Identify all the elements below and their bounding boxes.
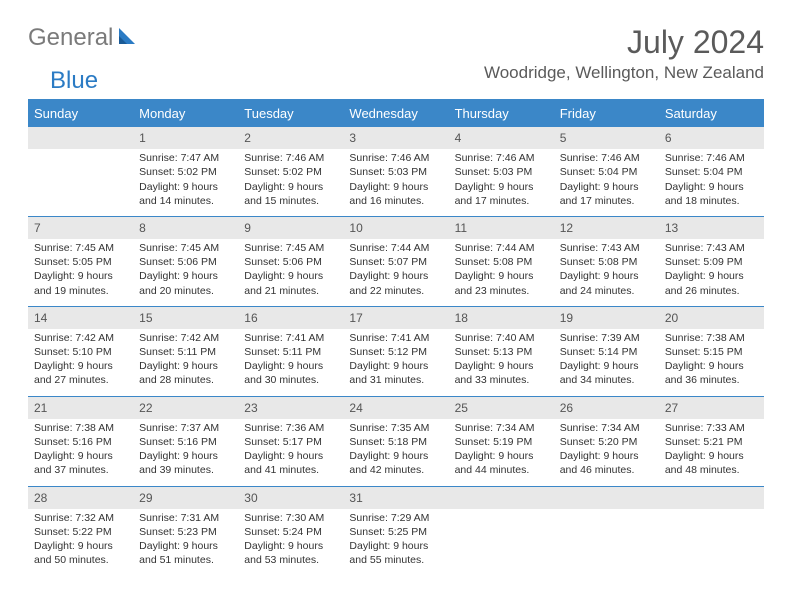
day-number-cell: 5 <box>554 127 659 150</box>
day-detail-cell: Sunrise: 7:43 AMSunset: 5:09 PMDaylight:… <box>659 239 764 306</box>
day-detail-cell: Sunrise: 7:42 AMSunset: 5:11 PMDaylight:… <box>133 329 238 396</box>
day-number-cell: 30 <box>238 486 343 509</box>
day-detail-cell: Sunrise: 7:41 AMSunset: 5:11 PMDaylight:… <box>238 329 343 396</box>
day-detail-cell: Sunrise: 7:38 AMSunset: 5:15 PMDaylight:… <box>659 329 764 396</box>
day-detail-cell: Sunrise: 7:46 AMSunset: 5:04 PMDaylight:… <box>554 149 659 216</box>
day-detail-cell: Sunrise: 7:31 AMSunset: 5:23 PMDaylight:… <box>133 509 238 576</box>
weekday-header: Wednesday <box>343 101 448 127</box>
day-detail-cell: Sunrise: 7:36 AMSunset: 5:17 PMDaylight:… <box>238 419 343 486</box>
day-number-cell: 24 <box>343 396 448 419</box>
day-number-cell: 26 <box>554 396 659 419</box>
day-number-cell: 31 <box>343 486 448 509</box>
day-number-row: 21222324252627 <box>28 396 764 419</box>
weekday-header: Friday <box>554 101 659 127</box>
day-number-cell <box>449 486 554 509</box>
day-number-cell: 8 <box>133 216 238 239</box>
day-detail-cell: Sunrise: 7:38 AMSunset: 5:16 PMDaylight:… <box>28 419 133 486</box>
day-detail-cell: Sunrise: 7:44 AMSunset: 5:08 PMDaylight:… <box>449 239 554 306</box>
day-detail-cell <box>28 149 133 216</box>
day-detail-cell: Sunrise: 7:45 AMSunset: 5:05 PMDaylight:… <box>28 239 133 306</box>
day-detail-cell: Sunrise: 7:40 AMSunset: 5:13 PMDaylight:… <box>449 329 554 396</box>
day-number-cell: 13 <box>659 216 764 239</box>
day-detail-cell: Sunrise: 7:39 AMSunset: 5:14 PMDaylight:… <box>554 329 659 396</box>
weekday-header: Tuesday <box>238 101 343 127</box>
day-number-cell: 27 <box>659 396 764 419</box>
weekday-header: Saturday <box>659 101 764 127</box>
day-detail-cell: Sunrise: 7:35 AMSunset: 5:18 PMDaylight:… <box>343 419 448 486</box>
day-number-cell: 7 <box>28 216 133 239</box>
day-detail-cell <box>449 509 554 576</box>
day-number-cell: 23 <box>238 396 343 419</box>
day-detail-cell: Sunrise: 7:46 AMSunset: 5:02 PMDaylight:… <box>238 149 343 216</box>
logo-text-blue: Blue <box>50 67 98 94</box>
day-number-cell: 17 <box>343 306 448 329</box>
day-number-cell: 4 <box>449 127 554 150</box>
day-number-cell: 3 <box>343 127 448 150</box>
day-detail-cell: Sunrise: 7:33 AMSunset: 5:21 PMDaylight:… <box>659 419 764 486</box>
weekday-header: Monday <box>133 101 238 127</box>
day-number-cell: 20 <box>659 306 764 329</box>
day-number-row: 78910111213 <box>28 216 764 239</box>
logo-sail-icon <box>117 26 139 51</box>
day-number-cell: 21 <box>28 396 133 419</box>
day-detail-cell: Sunrise: 7:46 AMSunset: 5:03 PMDaylight:… <box>343 149 448 216</box>
day-detail-row: Sunrise: 7:32 AMSunset: 5:22 PMDaylight:… <box>28 509 764 576</box>
day-detail-cell: Sunrise: 7:46 AMSunset: 5:03 PMDaylight:… <box>449 149 554 216</box>
day-detail-cell: Sunrise: 7:41 AMSunset: 5:12 PMDaylight:… <box>343 329 448 396</box>
day-number-cell <box>659 486 764 509</box>
month-title: July 2024 <box>484 24 764 61</box>
day-number-cell <box>28 127 133 150</box>
day-detail-cell: Sunrise: 7:45 AMSunset: 5:06 PMDaylight:… <box>133 239 238 306</box>
day-detail-cell: Sunrise: 7:32 AMSunset: 5:22 PMDaylight:… <box>28 509 133 576</box>
day-detail-cell: Sunrise: 7:43 AMSunset: 5:08 PMDaylight:… <box>554 239 659 306</box>
day-detail-cell <box>659 509 764 576</box>
day-number-cell: 22 <box>133 396 238 419</box>
day-number-row: 14151617181920 <box>28 306 764 329</box>
logo: General <box>28 24 141 52</box>
weekday-header-row: SundayMondayTuesdayWednesdayThursdayFrid… <box>28 101 764 127</box>
day-detail-cell: Sunrise: 7:29 AMSunset: 5:25 PMDaylight:… <box>343 509 448 576</box>
day-number-row: 28293031 <box>28 486 764 509</box>
day-detail-cell: Sunrise: 7:45 AMSunset: 5:06 PMDaylight:… <box>238 239 343 306</box>
day-number-cell: 1 <box>133 127 238 150</box>
day-detail-cell: Sunrise: 7:44 AMSunset: 5:07 PMDaylight:… <box>343 239 448 306</box>
day-detail-cell: Sunrise: 7:42 AMSunset: 5:10 PMDaylight:… <box>28 329 133 396</box>
day-number-cell: 9 <box>238 216 343 239</box>
calendar-table: SundayMondayTuesdayWednesdayThursdayFrid… <box>28 101 764 575</box>
day-detail-cell: Sunrise: 7:34 AMSunset: 5:20 PMDaylight:… <box>554 419 659 486</box>
weekday-header: Sunday <box>28 101 133 127</box>
day-number-cell: 16 <box>238 306 343 329</box>
day-detail-cell <box>554 509 659 576</box>
weekday-header: Thursday <box>449 101 554 127</box>
day-detail-cell: Sunrise: 7:30 AMSunset: 5:24 PMDaylight:… <box>238 509 343 576</box>
day-number-cell <box>554 486 659 509</box>
day-number-cell: 14 <box>28 306 133 329</box>
day-number-cell: 15 <box>133 306 238 329</box>
day-detail-cell: Sunrise: 7:47 AMSunset: 5:02 PMDaylight:… <box>133 149 238 216</box>
day-number-cell: 6 <box>659 127 764 150</box>
day-number-cell: 11 <box>449 216 554 239</box>
day-number-cell: 29 <box>133 486 238 509</box>
day-number-cell: 2 <box>238 127 343 150</box>
day-number-cell: 25 <box>449 396 554 419</box>
day-number-cell: 12 <box>554 216 659 239</box>
day-detail-row: Sunrise: 7:38 AMSunset: 5:16 PMDaylight:… <box>28 419 764 486</box>
day-detail-row: Sunrise: 7:45 AMSunset: 5:05 PMDaylight:… <box>28 239 764 306</box>
day-number-row: 123456 <box>28 127 764 150</box>
day-detail-cell: Sunrise: 7:34 AMSunset: 5:19 PMDaylight:… <box>449 419 554 486</box>
day-detail-row: Sunrise: 7:47 AMSunset: 5:02 PMDaylight:… <box>28 149 764 216</box>
day-detail-cell: Sunrise: 7:46 AMSunset: 5:04 PMDaylight:… <box>659 149 764 216</box>
day-detail-cell: Sunrise: 7:37 AMSunset: 5:16 PMDaylight:… <box>133 419 238 486</box>
day-number-cell: 28 <box>28 486 133 509</box>
day-detail-row: Sunrise: 7:42 AMSunset: 5:10 PMDaylight:… <box>28 329 764 396</box>
day-number-cell: 10 <box>343 216 448 239</box>
day-number-cell: 19 <box>554 306 659 329</box>
day-number-cell: 18 <box>449 306 554 329</box>
logo-text-general: General <box>28 24 113 52</box>
